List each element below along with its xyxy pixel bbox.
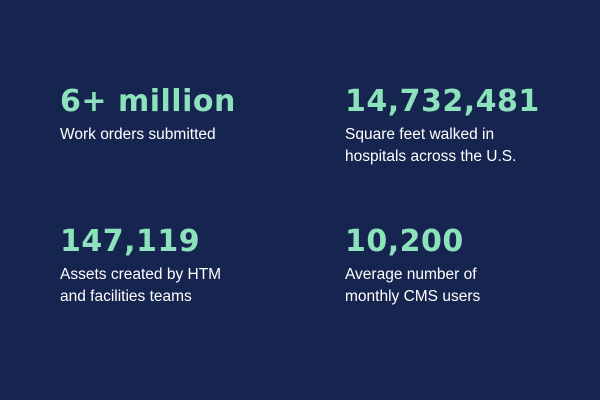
stat-assets: 147,119 Assets created by HTM and facili… [60, 224, 300, 308]
stat-label-line: Work orders submitted [60, 126, 216, 143]
stat-value: 6+ million [60, 84, 236, 119]
stat-cms-users: 10,200 Average number of monthly CMS use… [345, 224, 585, 308]
stat-label: Average number of monthly CMS users [345, 264, 585, 308]
stat-label-line: Average number of [345, 266, 477, 283]
stat-value: 10,200 [345, 224, 464, 259]
stat-square-feet: 14,732,481 Square feet walked in hospita… [345, 84, 585, 168]
stat-value: 14,732,481 [345, 84, 540, 119]
stat-label-line: and facilities teams [60, 288, 192, 305]
stat-label-line: Square feet walked in [345, 126, 495, 143]
stat-label-line: monthly CMS users [345, 288, 481, 305]
stat-label: Work orders submitted [60, 124, 300, 146]
stat-label-line: Assets created by HTM [60, 266, 222, 283]
stat-label: Square feet walked in hospitals across t… [345, 124, 585, 168]
stat-label: Assets created by HTM and facilities tea… [60, 264, 300, 308]
stat-label-line: hospitals across the U.S. [345, 148, 517, 165]
stat-work-orders: 6+ million Work orders submitted [60, 84, 300, 146]
stat-value: 147,119 [60, 224, 201, 259]
